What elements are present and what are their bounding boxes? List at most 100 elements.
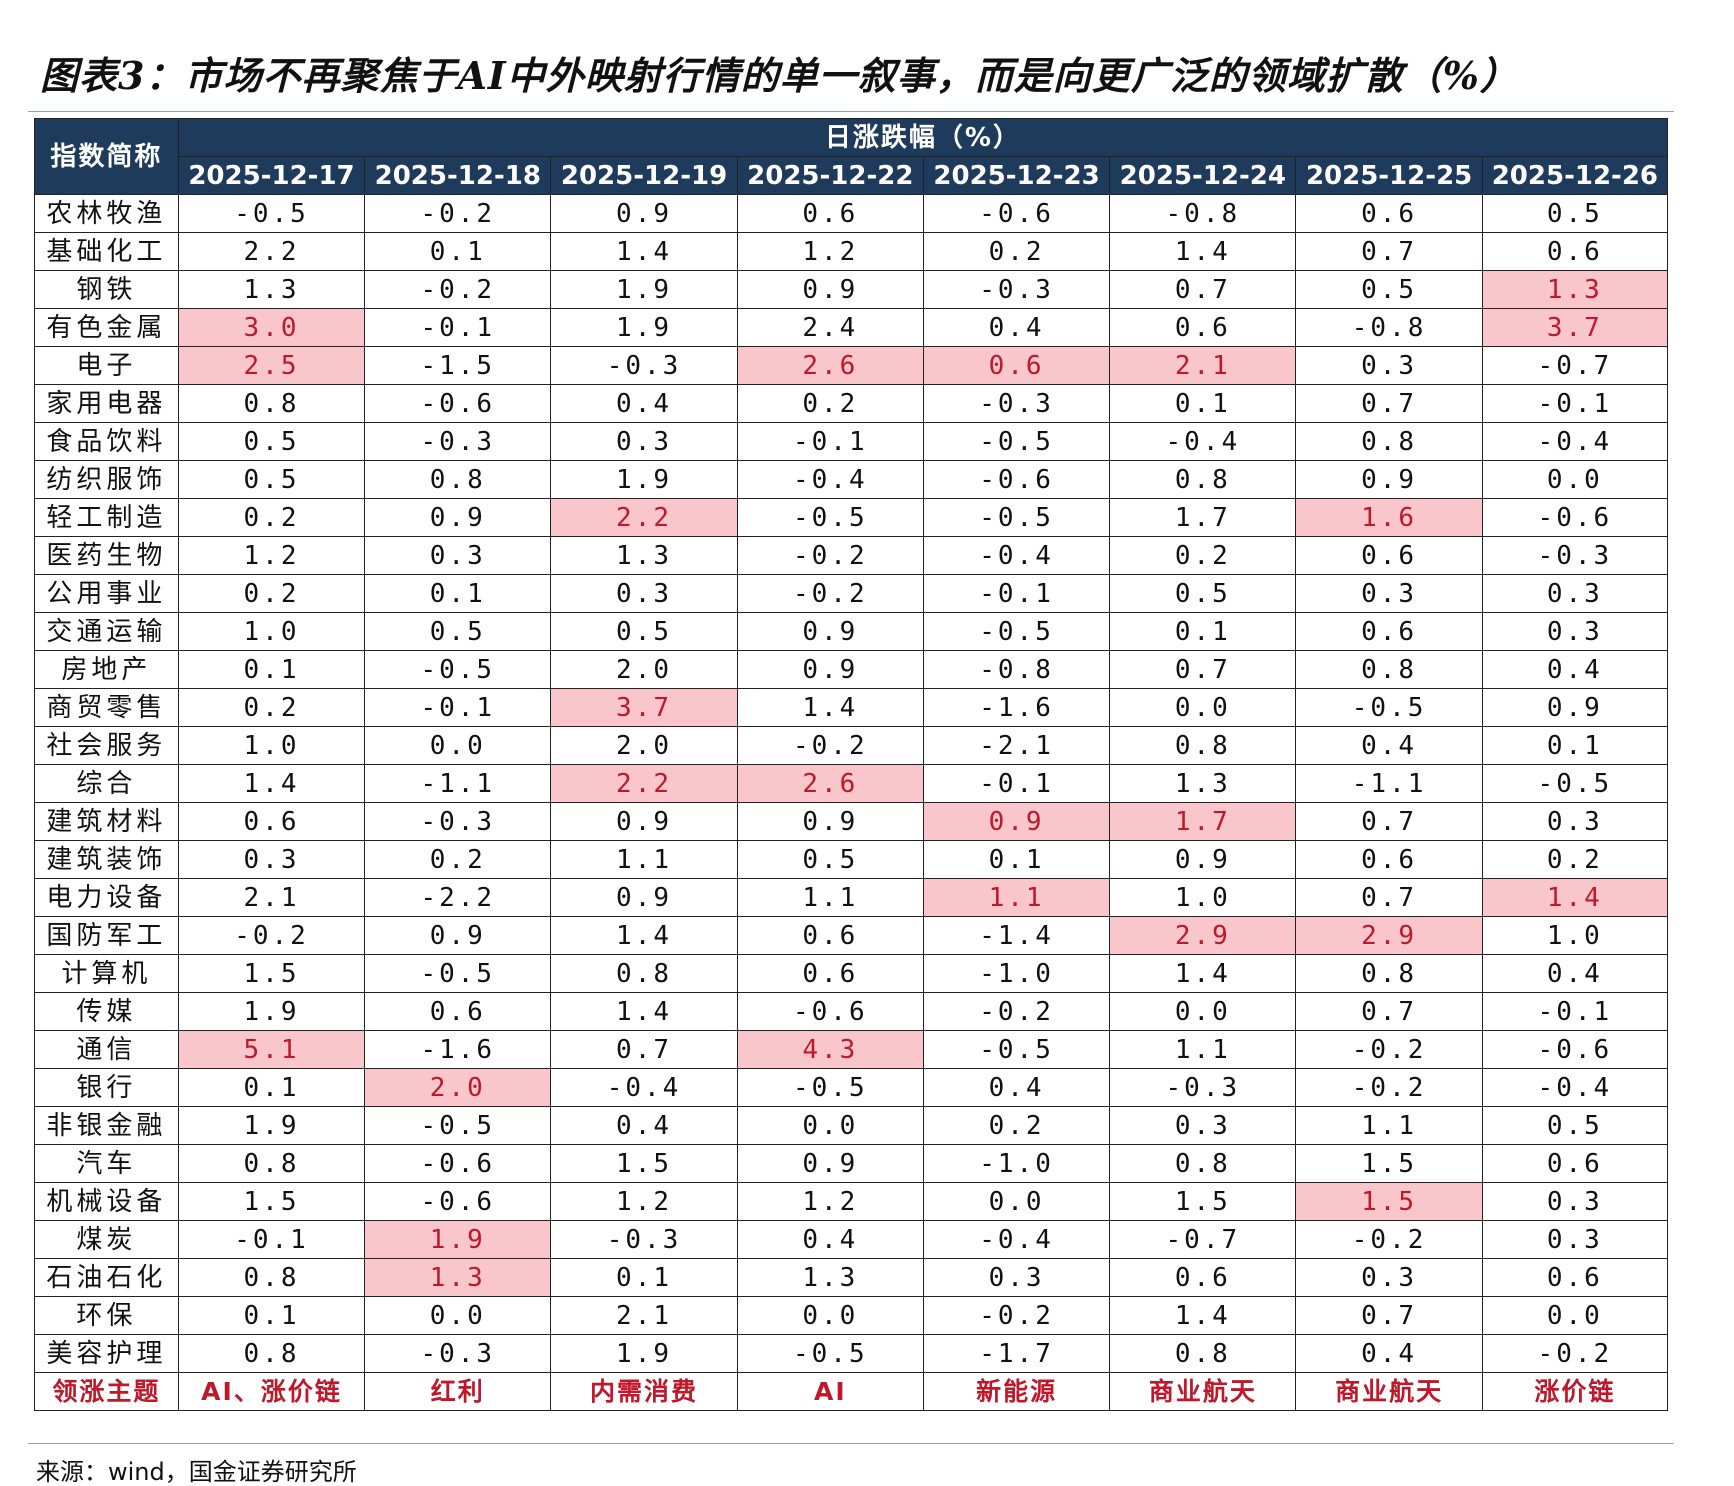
index-name-cell: 建筑装饰 bbox=[34, 840, 179, 879]
value-cell: 1.0 bbox=[177, 726, 366, 765]
index-name-cell: 钢铁 bbox=[34, 270, 179, 309]
value-cell: 0.0 bbox=[364, 726, 552, 765]
table-row: 社会服务 1.0 0.0 2.0 -0.2 -2.1 0.8 0.4 0.1 bbox=[34, 726, 1669, 765]
value-cell: 0.5 bbox=[550, 612, 738, 651]
leading-theme-cell: 涨价链 bbox=[1481, 1372, 1669, 1411]
value-cell: 0.9 bbox=[1481, 688, 1669, 727]
table-row: 轻工制造 0.2 0.9 2.2 -0.5 -0.5 1.7 1.6 -0.6 bbox=[34, 498, 1669, 537]
value-cell: -1.1 bbox=[364, 764, 552, 803]
table-row: 环保 0.1 0.0 2.1 0.0 -0.2 1.4 0.7 0.0 bbox=[34, 1296, 1669, 1335]
value-cell: 1.1 bbox=[1109, 1030, 1297, 1069]
date-header: 2025-12-18 bbox=[364, 156, 552, 195]
value-cell: 0.9 bbox=[364, 916, 552, 955]
value-cell: -0.4 bbox=[922, 536, 1111, 575]
highlighted-value-cell: 1.3 bbox=[364, 1258, 552, 1297]
table-row: 交通运输 1.0 0.5 0.5 0.9 -0.5 0.1 0.6 0.3 bbox=[34, 612, 1669, 651]
value-cell: 1.5 bbox=[1109, 1182, 1297, 1221]
value-cell: 0.0 bbox=[1109, 992, 1297, 1031]
value-cell: -0.3 bbox=[550, 1220, 738, 1259]
value-cell: 0.9 bbox=[550, 802, 738, 841]
value-cell: 0.9 bbox=[736, 1144, 924, 1183]
index-name-header: 指数简称 bbox=[34, 118, 179, 195]
value-cell: 0.7 bbox=[1295, 232, 1483, 271]
index-name-cell: 传媒 bbox=[34, 992, 179, 1031]
value-cell: -0.6 bbox=[736, 992, 924, 1031]
table-row: 石油石化 0.8 1.3 0.1 1.3 0.3 0.6 0.3 0.6 bbox=[34, 1258, 1669, 1297]
value-cell: 0.6 bbox=[1109, 1258, 1297, 1297]
value-cell: -0.5 bbox=[922, 422, 1111, 461]
value-cell: 0.5 bbox=[1481, 194, 1669, 233]
value-cell: 1.1 bbox=[1295, 1106, 1483, 1145]
value-cell: 0.3 bbox=[1481, 1182, 1669, 1221]
date-header: 2025-12-25 bbox=[1295, 156, 1483, 195]
highlighted-value-cell: 2.5 bbox=[177, 346, 366, 385]
value-cell: -0.8 bbox=[1295, 308, 1483, 347]
value-cell: -0.3 bbox=[364, 422, 552, 461]
value-cell: 0.3 bbox=[1481, 1220, 1669, 1259]
value-cell: -0.3 bbox=[1109, 1068, 1297, 1107]
highlighted-value-cell: 2.2 bbox=[550, 764, 738, 803]
value-cell: -2.2 bbox=[364, 878, 552, 917]
value-cell: 0.5 bbox=[736, 840, 924, 879]
value-cell: 1.2 bbox=[736, 232, 924, 271]
value-cell: 0.6 bbox=[1481, 1144, 1669, 1183]
value-cell: 0.3 bbox=[364, 536, 552, 575]
value-cell: -0.5 bbox=[736, 498, 924, 537]
value-cell: 0.3 bbox=[1481, 802, 1669, 841]
value-cell: 0.8 bbox=[177, 1334, 366, 1373]
value-cell: 1.7 bbox=[1109, 498, 1297, 537]
value-cell: 0.2 bbox=[922, 1106, 1111, 1145]
value-cell: 0.3 bbox=[1295, 574, 1483, 613]
value-cell: -0.1 bbox=[364, 308, 552, 347]
value-cell: 0.8 bbox=[550, 954, 738, 993]
value-cell: -0.1 bbox=[922, 764, 1111, 803]
index-name-cell: 医药生物 bbox=[34, 536, 179, 575]
value-cell: 1.0 bbox=[1109, 878, 1297, 917]
value-cell: -1.7 bbox=[922, 1334, 1111, 1373]
value-cell: -0.1 bbox=[922, 574, 1111, 613]
value-cell: -0.2 bbox=[177, 916, 366, 955]
table-row: 煤炭 -0.1 1.9 -0.3 0.4 -0.4 -0.7 -0.2 0.3 bbox=[34, 1220, 1669, 1259]
value-cell: 0.4 bbox=[922, 1068, 1111, 1107]
index-name-cell: 计算机 bbox=[34, 954, 179, 993]
value-cell: 0.7 bbox=[1109, 270, 1297, 309]
highlighted-value-cell: 1.6 bbox=[1295, 498, 1483, 537]
value-cell: 0.5 bbox=[1109, 574, 1297, 613]
value-cell: 0.2 bbox=[177, 498, 366, 537]
value-cell: 0.4 bbox=[1295, 1334, 1483, 1373]
table-row: 传媒 1.9 0.6 1.4 -0.6 -0.2 0.0 0.7 -0.1 bbox=[34, 992, 1669, 1031]
index-name-cell: 机械设备 bbox=[34, 1182, 179, 1221]
value-cell: 0.0 bbox=[1481, 1296, 1669, 1335]
value-cell: 2.1 bbox=[177, 878, 366, 917]
highlighted-value-cell: 3.7 bbox=[1481, 308, 1669, 347]
value-cell: -0.2 bbox=[1295, 1068, 1483, 1107]
value-cell: 0.8 bbox=[1109, 460, 1297, 499]
value-cell: 0.8 bbox=[1109, 1144, 1297, 1183]
value-cell: 0.6 bbox=[736, 194, 924, 233]
index-name-cell: 建筑材料 bbox=[34, 802, 179, 841]
value-cell: 1.9 bbox=[550, 270, 738, 309]
value-cell: 1.9 bbox=[177, 992, 366, 1031]
value-cell: 0.4 bbox=[736, 1220, 924, 1259]
table-row: 综合 1.4 -1.1 2.2 2.6 -0.1 1.3 -1.1 -0.5 bbox=[34, 764, 1669, 803]
value-cell: 1.4 bbox=[1109, 232, 1297, 271]
value-cell: 0.0 bbox=[1109, 688, 1297, 727]
table-row: 商贸零售 0.2 -0.1 3.7 1.4 -1.6 0.0 -0.5 0.9 bbox=[34, 688, 1669, 727]
leading-theme-row: 领涨主题 AI、涨价链 红利 内需消费 AI 新能源 商业航天 商业航天 涨价链 bbox=[34, 1372, 1669, 1411]
highlighted-value-cell: 2.0 bbox=[364, 1068, 552, 1107]
figure-title: 图表3：市场不再聚焦于AI中外映射行情的单一叙事，而是向更广泛的领域扩散（%） bbox=[40, 53, 1519, 98]
value-cell: 0.2 bbox=[177, 688, 366, 727]
value-cell: 1.3 bbox=[177, 270, 366, 309]
date-header-row: 2025-12-17 2025-12-18 2025-12-19 2025-12-22… bbox=[35, 156, 1669, 195]
value-cell: 1.4 bbox=[550, 992, 738, 1031]
index-name-cell: 家用电器 bbox=[34, 384, 179, 423]
value-cell: 0.7 bbox=[1295, 384, 1483, 423]
highlighted-value-cell: 1.5 bbox=[1295, 1182, 1483, 1221]
index-name-cell: 房地产 bbox=[34, 650, 179, 689]
table-row: 公用事业 0.2 0.1 0.3 -0.2 -0.1 0.5 0.3 0.3 bbox=[34, 574, 1669, 613]
value-cell: -0.6 bbox=[364, 384, 552, 423]
value-cell: 1.5 bbox=[550, 1144, 738, 1183]
source-note: 来源：wind，国金证券研究所 bbox=[36, 1458, 357, 1486]
value-cell: 0.8 bbox=[1295, 954, 1483, 993]
date-header: 2025-12-22 bbox=[736, 156, 924, 195]
